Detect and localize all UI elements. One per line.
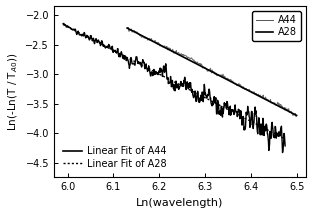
- Y-axis label: Ln(-Ln(T / T$_{A0}$)): Ln(-Ln(T / T$_{A0}$)): [6, 53, 20, 131]
- X-axis label: Ln(wavelength): Ln(wavelength): [136, 198, 223, 208]
- Legend: Linear Fit of A44, Linear Fit of A28: Linear Fit of A44, Linear Fit of A28: [59, 142, 170, 172]
